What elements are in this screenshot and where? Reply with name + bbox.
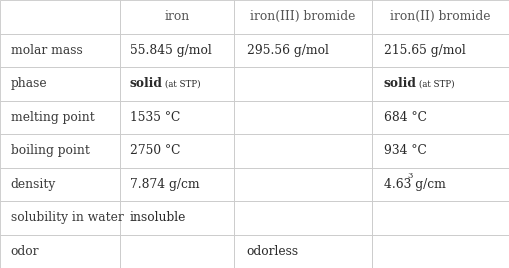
Bar bbox=[234, 234, 372, 268]
Bar bbox=[234, 168, 372, 201]
Text: odorless: odorless bbox=[246, 245, 299, 258]
Text: 7.874 g/cm: 7.874 g/cm bbox=[130, 178, 200, 191]
Text: (at STP): (at STP) bbox=[418, 79, 454, 88]
Bar bbox=[0, 201, 120, 234]
Text: iron: iron bbox=[164, 10, 189, 23]
Text: 3: 3 bbox=[408, 172, 413, 180]
Bar bbox=[234, 67, 372, 100]
Bar bbox=[372, 100, 509, 134]
Text: iron(III) bromide: iron(III) bromide bbox=[250, 10, 356, 23]
Bar bbox=[0, 100, 120, 134]
Bar bbox=[0, 234, 120, 268]
Text: 4.63 g/cm: 4.63 g/cm bbox=[384, 178, 446, 191]
Text: boiling point: boiling point bbox=[11, 144, 90, 157]
Text: insoluble: insoluble bbox=[130, 211, 186, 224]
Text: 684 °C: 684 °C bbox=[384, 111, 427, 124]
Bar bbox=[0, 0, 120, 34]
Text: density: density bbox=[11, 178, 56, 191]
Text: 934 °C: 934 °C bbox=[384, 144, 427, 157]
Text: melting point: melting point bbox=[11, 111, 95, 124]
Bar bbox=[120, 168, 234, 201]
Text: odor: odor bbox=[11, 245, 39, 258]
Bar bbox=[234, 134, 372, 168]
Bar bbox=[120, 234, 234, 268]
Text: solid: solid bbox=[130, 77, 163, 90]
Bar bbox=[120, 134, 234, 168]
Text: 295.56 g/mol: 295.56 g/mol bbox=[246, 44, 328, 57]
Text: 55.845 g/mol: 55.845 g/mol bbox=[130, 44, 212, 57]
Bar bbox=[372, 0, 509, 34]
Bar bbox=[0, 134, 120, 168]
Bar bbox=[120, 201, 234, 234]
Bar bbox=[234, 0, 372, 34]
Text: 2750 °C: 2750 °C bbox=[130, 144, 180, 157]
Bar bbox=[372, 67, 509, 100]
Text: 215.65 g/mol: 215.65 g/mol bbox=[384, 44, 466, 57]
Bar bbox=[372, 201, 509, 234]
Text: (at STP): (at STP) bbox=[164, 79, 200, 88]
Bar bbox=[372, 134, 509, 168]
Text: 1535 °C: 1535 °C bbox=[130, 111, 180, 124]
Bar bbox=[0, 34, 120, 67]
Text: solid: solid bbox=[384, 77, 417, 90]
Text: molar mass: molar mass bbox=[11, 44, 82, 57]
Text: phase: phase bbox=[11, 77, 47, 90]
Bar bbox=[120, 0, 234, 34]
Bar bbox=[234, 201, 372, 234]
Bar bbox=[234, 34, 372, 67]
Bar bbox=[0, 168, 120, 201]
Bar bbox=[0, 67, 120, 100]
Bar bbox=[120, 67, 234, 100]
Bar bbox=[120, 100, 234, 134]
Bar bbox=[120, 34, 234, 67]
Text: iron(II) bromide: iron(II) bromide bbox=[390, 10, 491, 23]
Bar bbox=[372, 234, 509, 268]
Text: solubility in water: solubility in water bbox=[11, 211, 124, 224]
Bar bbox=[372, 34, 509, 67]
Bar bbox=[234, 100, 372, 134]
Bar bbox=[372, 168, 509, 201]
